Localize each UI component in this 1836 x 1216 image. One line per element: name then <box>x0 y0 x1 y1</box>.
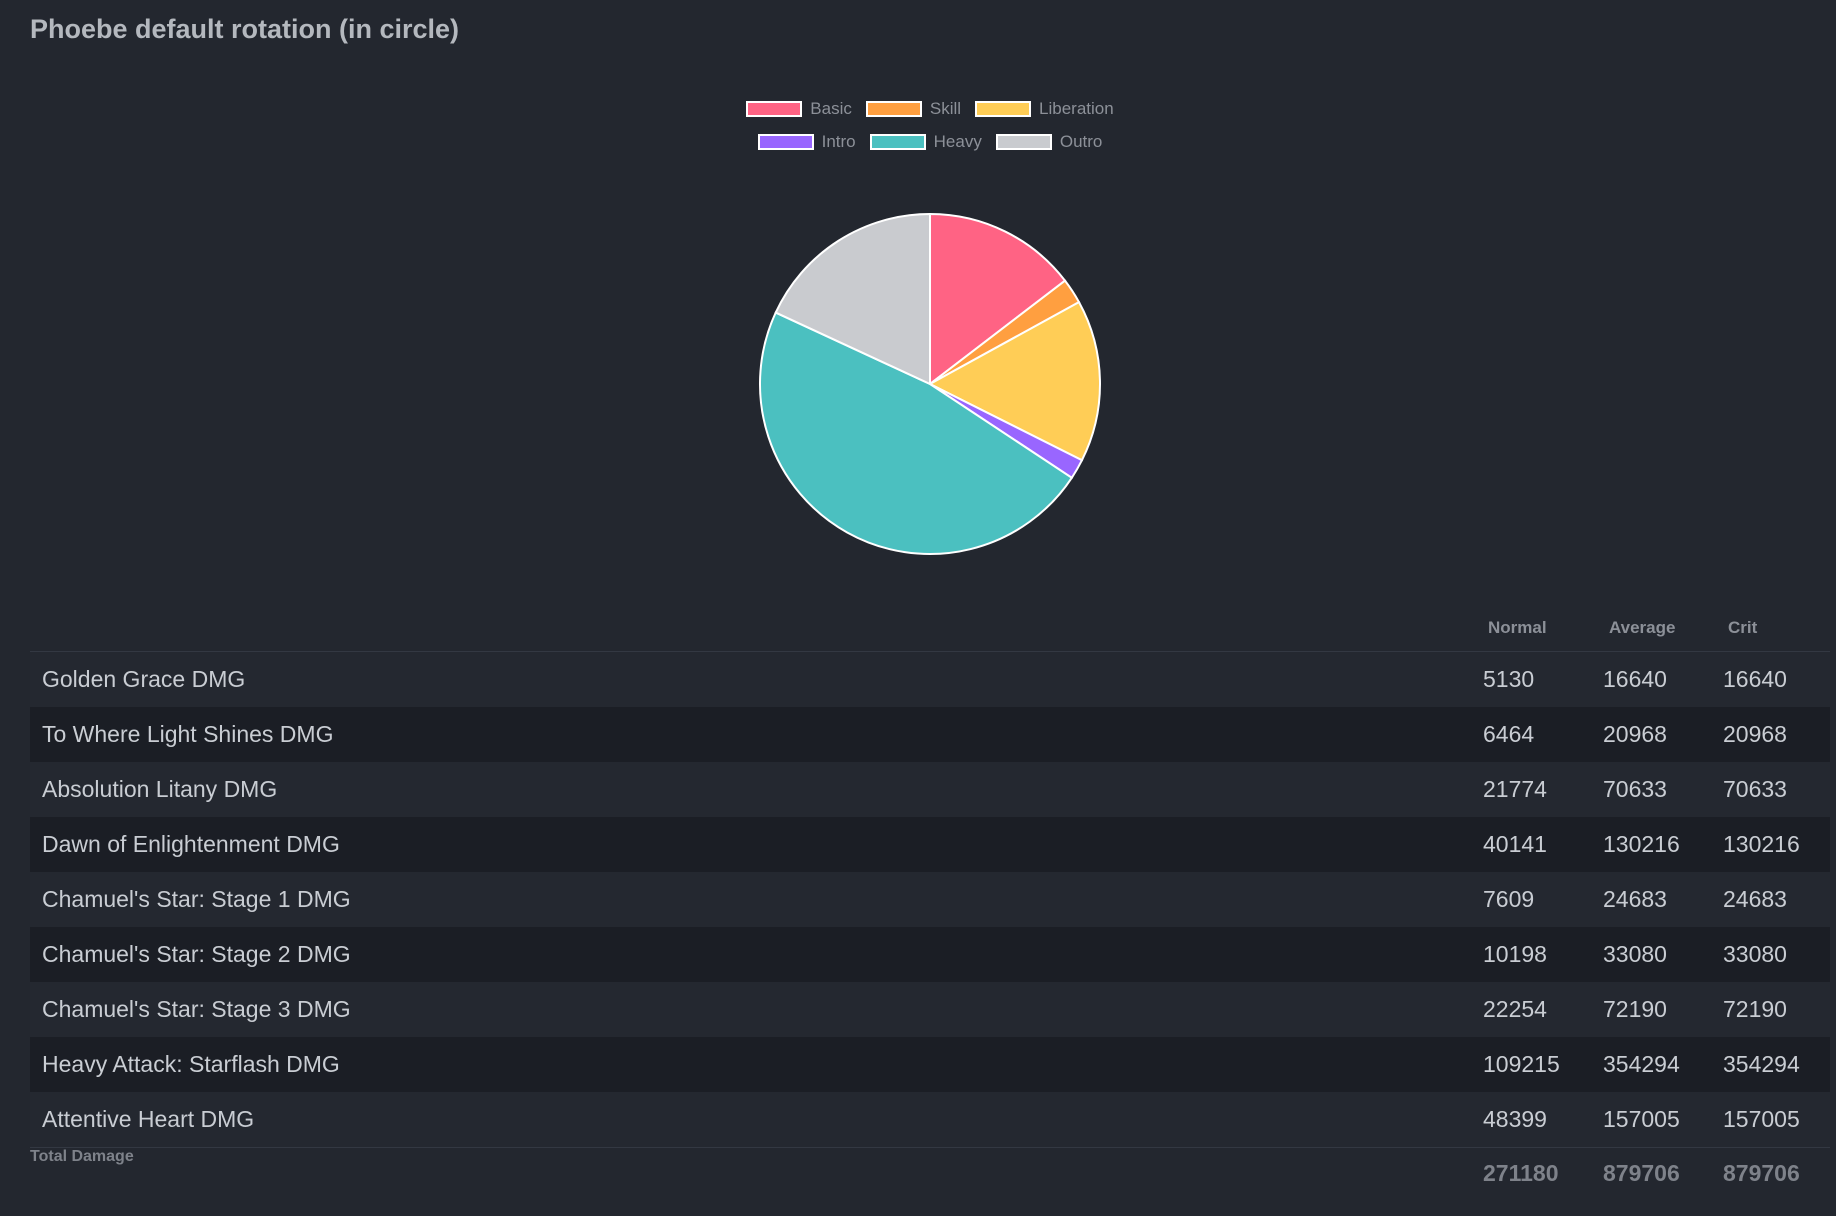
row-crit: 70633 <box>1723 776 1787 802</box>
legend-label-intro: Intro <box>821 132 856 151</box>
table-body: Golden Grace DMG 5130 16640 16640 To Where L… <box>30 652 1830 1147</box>
row-name: Chamuel's Star: Stage 3 DMG <box>42 996 351 1022</box>
legend-item-basic[interactable]: Basic <box>746 99 852 119</box>
row-normal: 5130 <box>1483 666 1535 692</box>
total-normal: 271180 <box>1483 1160 1559 1186</box>
legend-row-1: Basic Skill Liberation <box>700 94 1160 124</box>
row-normal: 6464 <box>1483 721 1535 747</box>
table-row: Heavy Attack: Starflash DMG 109215 354294 3… <box>30 1037 1830 1092</box>
legend-swatch-intro <box>757 134 814 150</box>
row-name: To Where Light Shines DMG <box>42 721 334 747</box>
legend-item-liberation[interactable]: Liberation <box>975 99 1114 119</box>
row-average: 70633 <box>1603 776 1667 802</box>
row-normal: 10198 <box>1483 941 1547 967</box>
pie-slice-basic[interactable] <box>929 212 1067 387</box>
legend-item-intro[interactable]: Intro <box>757 132 856 152</box>
row-name: Chamuel's Star: Stage 2 DMG <box>42 941 351 967</box>
row-average: 33080 <box>1603 941 1667 967</box>
table-row: Chamuel's Star: Stage 1 DMG 7609 24683 2468… <box>30 872 1830 927</box>
row-name: Dawn of Enlightenment DMG <box>42 831 340 857</box>
row-crit: 33080 <box>1723 941 1787 967</box>
row-normal: 40141 <box>1483 831 1547 857</box>
pie-svg <box>759 212 1101 555</box>
legend-item-heavy[interactable]: Heavy <box>869 132 982 152</box>
row-normal: 48399 <box>1483 1106 1547 1132</box>
legend-label-heavy: Heavy <box>933 132 982 151</box>
legend-row-2: Intro Heavy Outro <box>700 127 1160 157</box>
row-average: 20968 <box>1603 721 1667 747</box>
row-average: 24683 <box>1603 886 1667 912</box>
row-normal: 21774 <box>1483 776 1547 802</box>
row-average: 157005 <box>1603 1106 1680 1132</box>
table-row: To Where Light Shines DMG 6464 20968 20968 <box>30 707 1830 762</box>
row-average: 72190 <box>1603 996 1667 1022</box>
legend-swatch-basic <box>746 101 803 117</box>
pie-slice-liberation[interactable] <box>927 300 1101 462</box>
pie-slice-heavy[interactable] <box>759 311 1074 555</box>
header-crit: Crit <box>1728 618 1758 637</box>
total-average: 879706 <box>1603 1160 1680 1186</box>
row-average: 16640 <box>1603 666 1667 692</box>
total-label: Total Damage <box>30 1148 134 1165</box>
legend-label-basic: Basic <box>810 99 852 118</box>
legend-swatch-outro <box>995 134 1052 150</box>
legend-swatch-liberation <box>975 101 1032 117</box>
row-name: Heavy Attack: Starflash DMG <box>42 1051 340 1077</box>
table-row: Chamuel's Star: Stage 3 DMG 22254 72190 721… <box>30 982 1830 1037</box>
table-row: Attentive Heart DMG 48399 157005 157005 <box>30 1092 1830 1147</box>
row-average: 130216 <box>1603 831 1680 857</box>
row-name: Absolution Litany DMG <box>42 776 278 802</box>
row-average: 354294 <box>1603 1051 1680 1077</box>
damage-table: Normal Average Crit Golden Grace DMG 5130… <box>30 604 1830 1200</box>
total-row: Total Damage 271180 879706 879706 <box>30 1147 1830 1200</box>
table-row: Absolution Litany DMG 21774 70633 70633 <box>30 762 1830 817</box>
row-crit: 354294 <box>1723 1051 1800 1077</box>
legend-label-skill: Skill <box>929 99 962 118</box>
legend-label-outro: Outro <box>1059 132 1103 151</box>
row-crit: 72190 <box>1723 996 1787 1022</box>
table-row: Chamuel's Star: Stage 2 DMG 10198 33080 330… <box>30 927 1830 982</box>
row-normal: 7609 <box>1483 886 1535 912</box>
legend-swatch-heavy <box>869 134 926 150</box>
table-row: Golden Grace DMG 5130 16640 16640 <box>30 652 1830 707</box>
table-header: Normal Average Crit <box>30 604 1830 652</box>
row-crit: 20968 <box>1723 721 1787 747</box>
total-crit: 879706 <box>1723 1160 1800 1186</box>
header-average: Average <box>1609 618 1676 637</box>
row-crit: 16640 <box>1723 666 1787 692</box>
header-normal: Normal <box>1488 618 1547 637</box>
legend-label-liberation: Liberation <box>1039 99 1114 118</box>
legend-swatch-skill <box>865 101 922 117</box>
page-title: Phoebe default rotation (in circle) <box>30 14 460 44</box>
row-crit: 130216 <box>1723 831 1800 857</box>
row-normal: 22254 <box>1483 996 1547 1022</box>
legend-item-skill[interactable]: Skill <box>865 99 962 119</box>
row-name: Golden Grace DMG <box>42 666 246 692</box>
row-crit: 24683 <box>1723 886 1787 912</box>
row-name: Chamuel's Star: Stage 1 DMG <box>42 886 351 912</box>
row-name: Attentive Heart DMG <box>42 1106 255 1132</box>
row-normal: 109215 <box>1483 1051 1560 1077</box>
pie-chart: Basic Skill Liberation Intro Heavy <box>700 86 1160 576</box>
row-crit: 157005 <box>1723 1106 1800 1132</box>
legend-item-outro[interactable]: Outro <box>995 132 1103 152</box>
table-row: Dawn of Enlightenment DMG 40141 130216 1302… <box>30 817 1830 872</box>
pie-slice-outro[interactable] <box>774 212 931 386</box>
